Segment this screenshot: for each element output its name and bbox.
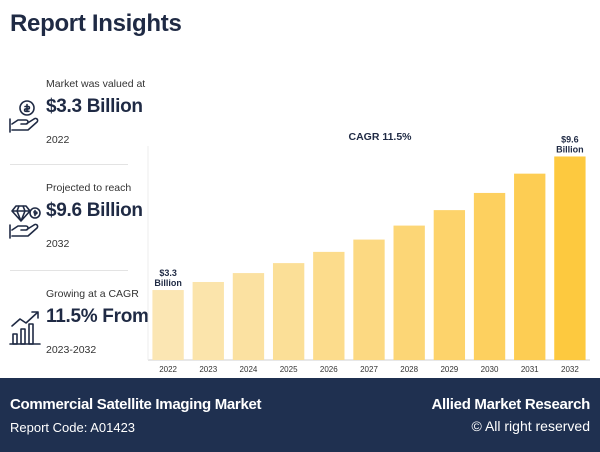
- copyright: © All right reserved: [471, 418, 590, 434]
- tick-label: 2025: [280, 365, 298, 374]
- data-label: $9.6 Billion: [556, 134, 584, 154]
- bar-2025: [272, 263, 305, 360]
- growth-chart-icon: [6, 308, 44, 346]
- bar-2029: [433, 210, 466, 360]
- bar-2022: [152, 290, 184, 360]
- stat-label: Market was valued at: [46, 78, 146, 90]
- bar-chart: CAGR 11.5% 2022 $3.3 Billion 2023 2024 2025 202…: [138, 128, 600, 378]
- bar-2032: [554, 156, 586, 360]
- stat-label: Growing at a CAGR: [46, 288, 139, 300]
- tick-label: 2029: [440, 365, 458, 374]
- page-title: Report Insights: [10, 10, 182, 37]
- bar-2028: [393, 225, 425, 360]
- brand-name: Allied Market Research: [431, 396, 591, 413]
- stat-period: 2032: [46, 238, 70, 250]
- divider: [10, 270, 128, 271]
- tick-label: 2030: [481, 365, 499, 374]
- bar-2031: [514, 173, 546, 360]
- tick-label: 2022: [159, 365, 177, 374]
- cagr-annotation: CAGR 11.5%: [348, 131, 412, 143]
- stat-period: 2022: [46, 134, 70, 146]
- data-label: $3.3 Billion: [154, 268, 182, 288]
- report-code: Report Code: A01423: [10, 420, 136, 435]
- money-hand-icon: [6, 98, 44, 136]
- stat-cagr: Growing at a CAGR 11.5% From 2023-2032: [0, 288, 149, 398]
- tick-label: 2031: [521, 365, 539, 374]
- diamond-hand-icon: [6, 202, 44, 240]
- bar-2026: [313, 251, 345, 360]
- stat-projected-value: Projected to reach $9.6 Billion 2032: [0, 182, 143, 292]
- tick-label: 2026: [320, 365, 338, 374]
- stat-market-value: Market was valued at $3.3 Billion 2022: [0, 78, 145, 188]
- tick-label: 2027: [360, 365, 378, 374]
- stat-period: 2023-2032: [46, 344, 97, 356]
- tick-label: 2023: [199, 365, 217, 374]
- bar-2024: [232, 273, 265, 360]
- tick-label: 2032: [561, 365, 579, 374]
- bar-2030: [473, 192, 506, 360]
- stat-label: Projected to reach: [46, 182, 132, 194]
- tick-label: 2024: [240, 365, 258, 374]
- stat-value: $9.6 Billion: [46, 200, 143, 221]
- bar-2023: [192, 281, 224, 360]
- footer: Commercial Satellite Imaging Market Repo…: [0, 378, 600, 452]
- bar-chart-svg: CAGR 11.5% 2022 $3.3 Billion 2023 2024 2025 202…: [147, 131, 590, 374]
- stat-value: 11.5% From: [46, 306, 149, 327]
- tick-label: 2028: [400, 365, 418, 374]
- bar-2027: [353, 239, 385, 360]
- divider: [10, 164, 128, 165]
- market-name: Commercial Satellite Imaging Market: [10, 396, 262, 413]
- stat-value: $3.3 Billion: [46, 96, 143, 117]
